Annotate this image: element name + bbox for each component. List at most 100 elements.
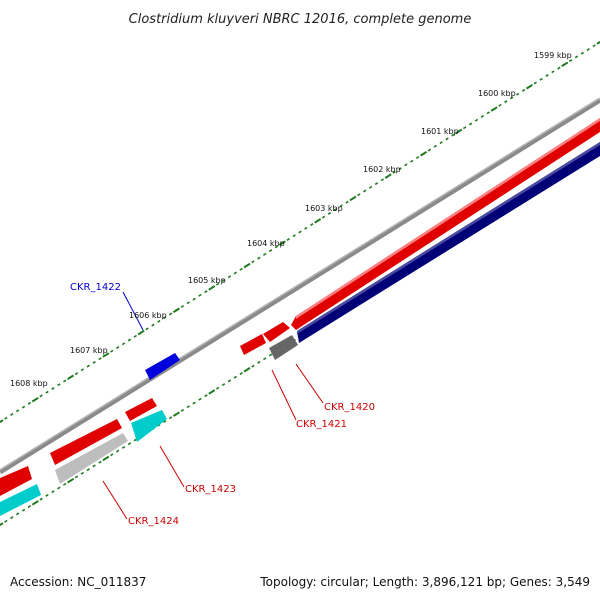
cds-forward-ckr1421[interactable] bbox=[263, 322, 290, 342]
minor-tick bbox=[551, 70, 555, 74]
minor-tick bbox=[251, 364, 255, 368]
minor-tick bbox=[86, 468, 90, 472]
minor-tick bbox=[257, 256, 261, 260]
minor-tick bbox=[115, 346, 120, 349]
cds-ckr1422[interactable] bbox=[145, 353, 180, 380]
minor-tick bbox=[427, 148, 432, 152]
minor-tick bbox=[239, 372, 243, 375]
minor-tick bbox=[198, 293, 202, 297]
minor-tick bbox=[121, 445, 126, 449]
major-tick bbox=[490, 106, 498, 112]
minor-tick bbox=[257, 360, 261, 364]
minor-tick bbox=[10, 516, 14, 520]
minor-tick bbox=[568, 59, 573, 63]
minor-tick bbox=[21, 508, 26, 512]
minor-tick bbox=[274, 245, 279, 249]
minor-tick bbox=[221, 278, 226, 282]
cds-forward-edge[interactable] bbox=[0, 466, 32, 496]
minor-tick bbox=[157, 319, 161, 323]
minor-tick bbox=[62, 482, 67, 486]
tick-label-1603: 1603 kbp bbox=[305, 204, 343, 213]
leader-ckr1424 bbox=[102, 480, 128, 520]
minor-tick bbox=[298, 230, 302, 234]
cds-reverse-hypothetical[interactable] bbox=[55, 433, 128, 484]
gene-label-ckr1423[interactable]: CKR_1423 bbox=[185, 484, 236, 495]
major-tick bbox=[349, 195, 357, 202]
major-tick bbox=[172, 411, 180, 417]
minor-tick bbox=[327, 211, 332, 215]
minor-tick bbox=[233, 375, 238, 379]
minor-tick bbox=[186, 405, 190, 409]
minor-tick bbox=[21, 405, 26, 409]
leader-ckr1420 bbox=[295, 363, 324, 404]
tick-label-1600: 1600 kbp bbox=[478, 89, 516, 98]
cds-reverse-grey[interactable] bbox=[269, 335, 298, 360]
minor-tick bbox=[404, 163, 408, 167]
minor-tick bbox=[15, 512, 20, 516]
cds-reverse-cyan-edge[interactable] bbox=[0, 484, 41, 516]
minor-tick bbox=[151, 323, 155, 327]
minor-tick bbox=[398, 167, 402, 171]
minor-tick bbox=[80, 471, 85, 475]
major-tick bbox=[314, 218, 322, 224]
minor-tick bbox=[39, 394, 43, 398]
minor-tick bbox=[480, 115, 485, 118]
tick-label-1606: 1606 kbp bbox=[129, 311, 167, 320]
minor-tick bbox=[592, 44, 596, 48]
minor-tick bbox=[545, 74, 549, 77]
minor-tick bbox=[510, 96, 514, 100]
minor-tick bbox=[262, 252, 267, 256]
minor-tick bbox=[345, 200, 349, 204]
gene-label-ckr1420[interactable]: CKR_1420 bbox=[324, 402, 375, 413]
major-tick bbox=[525, 83, 533, 90]
tick-label-1601: 1601 kbp bbox=[421, 127, 459, 136]
cds-reverse-cyan[interactable] bbox=[131, 410, 167, 442]
tick-label-1608: 1608 kbp bbox=[10, 379, 48, 388]
minor-tick bbox=[304, 226, 308, 230]
map-title: Clostridium kluyveri NBRC 12016, complet… bbox=[129, 12, 472, 27]
major-tick bbox=[278, 240, 286, 246]
cds-forward-ckr1424[interactable] bbox=[50, 419, 122, 465]
leader-ckr1421 bbox=[271, 369, 297, 421]
minor-tick bbox=[227, 275, 232, 279]
major-tick bbox=[455, 128, 463, 135]
minor-tick bbox=[10, 413, 14, 417]
minor-tick bbox=[486, 111, 490, 115]
minor-tick bbox=[180, 408, 185, 412]
minor-tick bbox=[468, 122, 473, 126]
minor-tick bbox=[586, 47, 590, 51]
cds-forward-ckr1423[interactable] bbox=[125, 398, 157, 421]
genome-summary-text: Topology: circular; Length: 3,896,121 bp… bbox=[259, 575, 590, 589]
minor-tick bbox=[92, 464, 96, 468]
major-tick bbox=[420, 151, 428, 157]
major-tick bbox=[561, 61, 569, 68]
minor-tick bbox=[333, 208, 338, 212]
gene-label-ckr1424[interactable]: CKR_1424 bbox=[128, 516, 179, 527]
minor-tick bbox=[133, 334, 138, 338]
minor-tick bbox=[145, 327, 149, 331]
minor-tick bbox=[362, 189, 367, 193]
minor-tick bbox=[498, 103, 502, 107]
minor-tick bbox=[51, 490, 55, 494]
minor-tick bbox=[380, 178, 385, 182]
minor-tick bbox=[121, 342, 126, 346]
minor-tick bbox=[392, 170, 396, 174]
major-tick bbox=[596, 40, 600, 45]
minor-tick bbox=[233, 271, 238, 275]
backbone-highlight bbox=[0, 97, 600, 471]
cds-forward-ckr1420[interactable] bbox=[240, 334, 266, 355]
leader-ckr1423 bbox=[159, 445, 185, 488]
accession-text: Accession: NC_011837 bbox=[10, 575, 146, 589]
minor-tick bbox=[110, 453, 114, 457]
gene-label-ckr1421[interactable]: CKR_1421 bbox=[296, 419, 347, 430]
major-tick bbox=[31, 396, 39, 403]
minor-tick bbox=[286, 237, 290, 241]
minor-tick bbox=[27, 505, 32, 508]
minor-tick bbox=[74, 475, 79, 479]
minor-tick bbox=[62, 379, 67, 383]
minor-tick bbox=[410, 159, 414, 163]
minor-tick bbox=[168, 416, 173, 420]
gene-label-ckr1422[interactable]: CKR_1422 bbox=[70, 282, 121, 293]
major-tick bbox=[384, 173, 392, 179]
